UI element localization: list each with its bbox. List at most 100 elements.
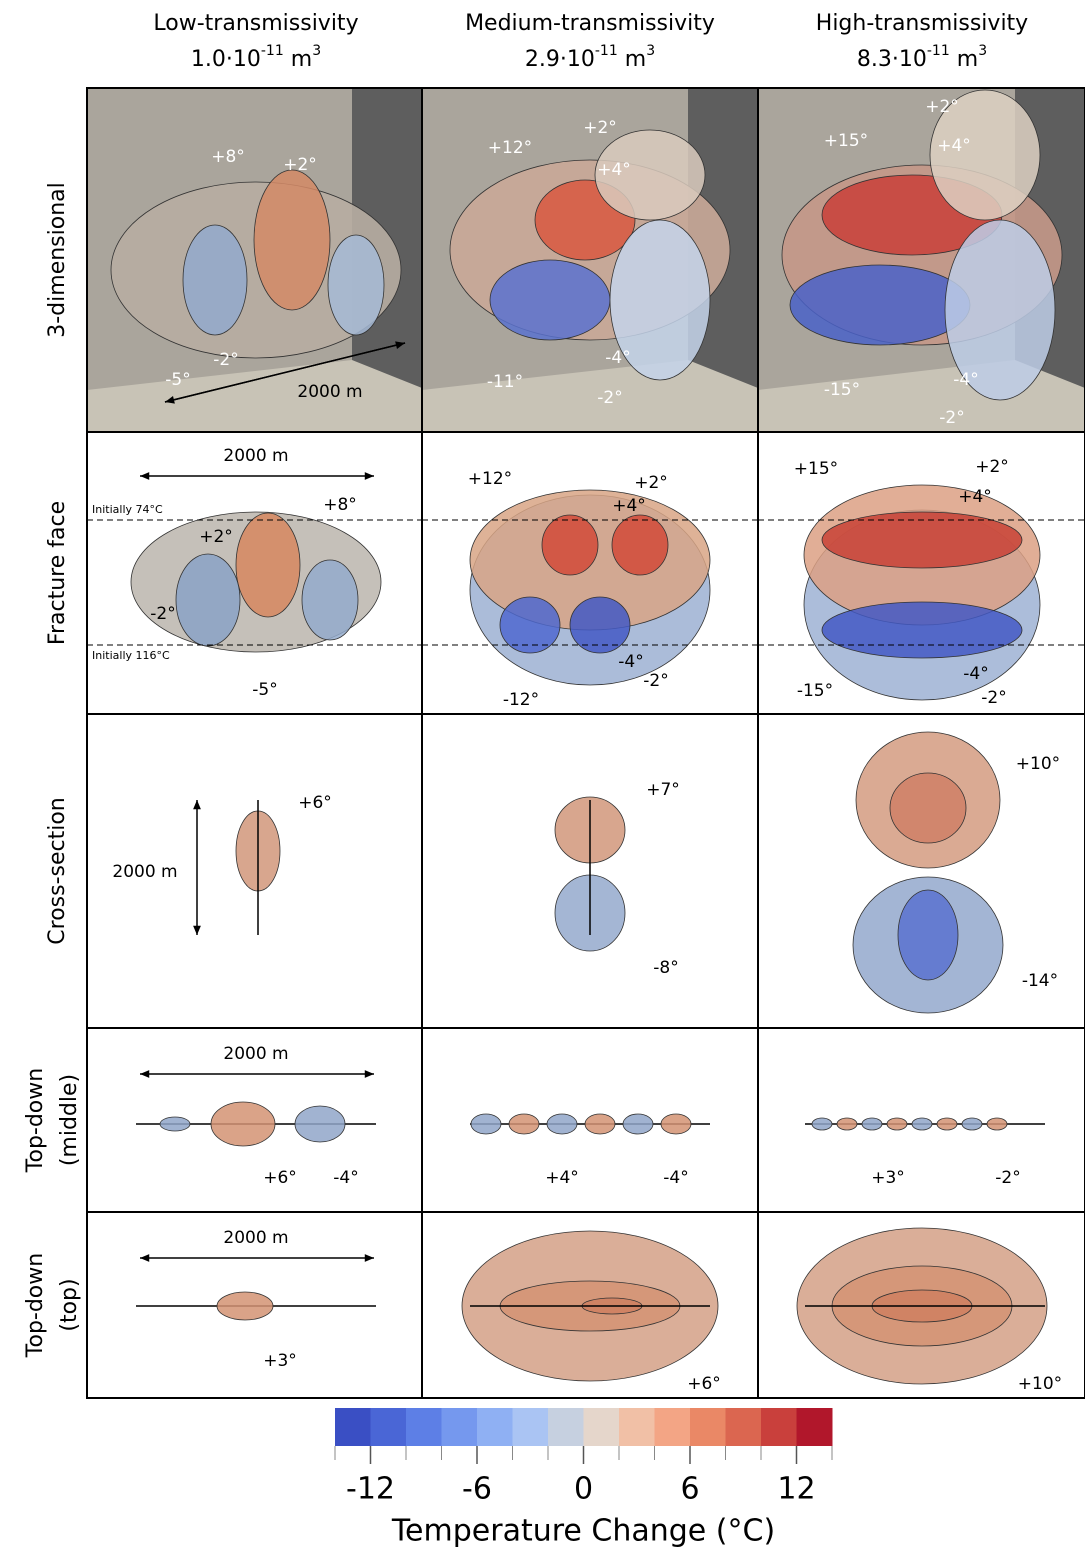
annotation: -2° — [597, 388, 622, 408]
annotation: 2000 m — [112, 862, 177, 882]
annotation: -2° — [981, 688, 1006, 708]
annotation: +4° — [597, 160, 631, 180]
annotation: +2° — [975, 457, 1009, 477]
temperature-contour — [295, 1106, 345, 1142]
annotation: +12° — [488, 138, 532, 158]
temperature-contour — [490, 260, 610, 340]
annotation: +15° — [824, 131, 868, 151]
row-label: Top-down — [23, 1068, 48, 1173]
exponent: -11 — [261, 43, 284, 59]
annotation: 2000 m — [223, 1044, 288, 1064]
annotation: +10° — [1016, 754, 1060, 774]
temperature-contour — [937, 1118, 957, 1130]
temperature-contour — [822, 602, 1022, 658]
temperature-contour — [912, 1118, 932, 1130]
temperature-contour — [623, 1114, 653, 1134]
annotation: 2000 m — [223, 1228, 288, 1248]
value: 1.0·10 — [191, 47, 261, 72]
arrow-head — [140, 1254, 149, 1262]
annotation: -2° — [643, 671, 668, 691]
annotation: -8° — [653, 958, 678, 978]
exponent: -11 — [927, 43, 950, 59]
temperature-contour — [254, 170, 330, 310]
annotation: +4° — [937, 136, 971, 156]
temperature-contour — [509, 1114, 539, 1134]
annotation: -15° — [824, 380, 860, 400]
color-band — [513, 1408, 549, 1446]
panel-art — [87, 88, 1085, 1384]
annotation: +15° — [794, 459, 838, 479]
annotation: -4° — [333, 1168, 358, 1188]
temperature-contour — [898, 890, 958, 980]
annotation: +2° — [583, 118, 617, 138]
temperature-contour — [661, 1114, 691, 1134]
color-band — [797, 1408, 833, 1446]
temperature-contour — [211, 1102, 275, 1146]
color-band — [761, 1408, 797, 1446]
tick-label: -12 — [346, 1472, 395, 1507]
temperature-contour — [183, 225, 247, 335]
annotation: +6° — [263, 1168, 297, 1188]
annotation: +6° — [298, 793, 332, 813]
temperature-contour — [217, 1292, 273, 1320]
row-label: Fracture face — [45, 501, 70, 645]
annotation: +6° — [687, 1374, 721, 1394]
temperature-contour — [887, 1118, 907, 1130]
temperature-contour — [862, 1118, 882, 1130]
colorbar-title: Temperature Change (°C) — [391, 1514, 775, 1549]
temperature-contour — [542, 515, 598, 575]
annotation: +3° — [263, 1351, 297, 1371]
value: 2.9·10 — [525, 47, 595, 72]
temperature-contour — [987, 1118, 1007, 1130]
temperature-contour — [837, 1118, 857, 1130]
color-band — [335, 1408, 371, 1446]
annotation: +3° — [871, 1168, 905, 1188]
annotation: -4° — [963, 664, 988, 684]
temperature-contour — [612, 515, 668, 575]
temperature-contour — [236, 513, 300, 617]
annotation: +8° — [211, 147, 245, 167]
temperature-contour — [328, 235, 384, 335]
color-band — [477, 1408, 513, 1446]
temperature-contour — [570, 597, 630, 653]
row-label: (top) — [57, 1278, 82, 1331]
annotation: -5° — [165, 370, 190, 390]
annotation: +2° — [199, 527, 233, 547]
annotation: -5° — [252, 680, 277, 700]
annotation: +4° — [545, 1168, 579, 1188]
unit-exponent: 3 — [978, 43, 987, 59]
annotation: +4° — [958, 487, 992, 507]
column-value: 1.0·10-11 m3 — [191, 43, 321, 72]
color-band — [726, 1408, 762, 1446]
column-value: 2.9·10-11 m3 — [525, 43, 655, 72]
color-band — [655, 1408, 691, 1446]
annotation: -2° — [150, 604, 175, 624]
annotation: Initially 116°C — [92, 649, 170, 662]
annotation: -4° — [663, 1168, 688, 1188]
annotation: 2000 m — [223, 446, 288, 466]
tick-label: 0 — [574, 1472, 593, 1507]
arrow-head — [365, 1070, 374, 1078]
value: 8.3·10 — [857, 47, 927, 72]
unit: m — [284, 47, 312, 72]
temperature-contour — [962, 1118, 982, 1130]
arrow-head — [140, 472, 149, 480]
color-band — [406, 1408, 442, 1446]
color-band — [442, 1408, 478, 1446]
column-title: High-transmissivity — [816, 11, 1028, 36]
annotation: +12° — [468, 469, 512, 489]
row-label: Top-down — [23, 1253, 48, 1358]
arrow-head — [365, 1254, 374, 1262]
arrow-head — [193, 926, 201, 935]
row-label: (middle) — [57, 1074, 82, 1166]
arrow-head — [365, 472, 374, 480]
temperature-contour — [547, 1114, 577, 1134]
tick-label: 6 — [680, 1472, 699, 1507]
unit-exponent: 3 — [646, 43, 655, 59]
arrow-head — [193, 800, 201, 809]
column-value: 8.3·10-11 m3 — [857, 43, 987, 72]
color-band — [371, 1408, 407, 1446]
temperature-contour — [812, 1118, 832, 1130]
annotation: -11° — [487, 372, 523, 392]
temperature-contour — [471, 1114, 501, 1134]
